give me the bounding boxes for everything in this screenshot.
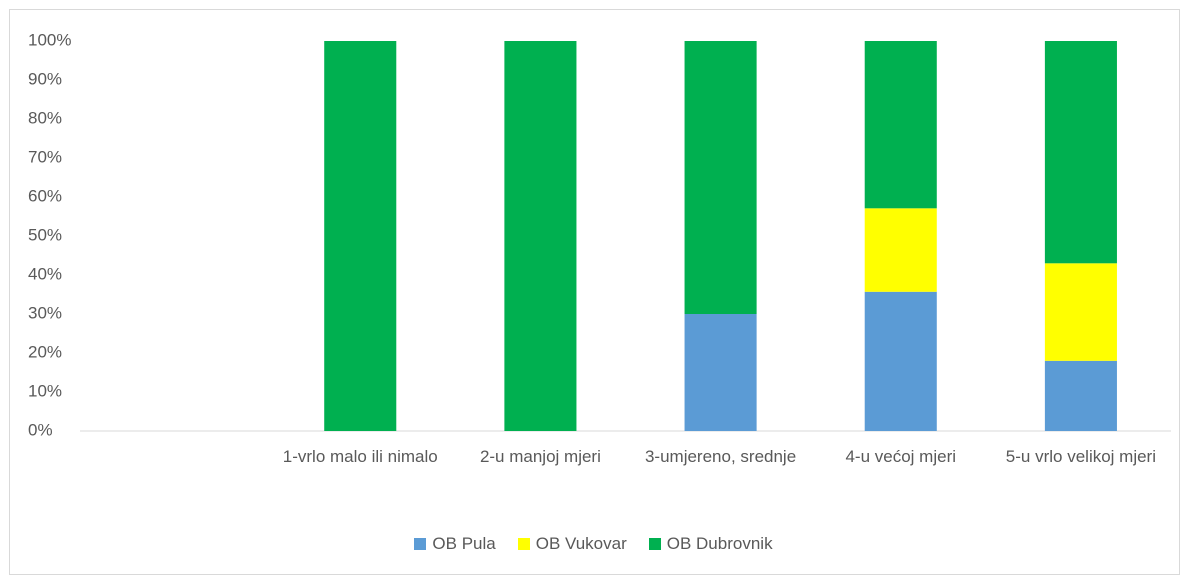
y-tick-label: 10% xyxy=(28,381,62,400)
y-tick-label: 0% xyxy=(28,420,53,439)
bar-segment xyxy=(864,208,937,292)
x-tick-label: 5-u vrlo velikoj mjeri xyxy=(1005,447,1156,466)
legend-item: OB Pula xyxy=(414,534,496,554)
legend-item: OB Vukovar xyxy=(517,534,627,554)
y-tick-label: 60% xyxy=(28,186,62,205)
bar-segment xyxy=(1044,41,1117,264)
y-tick-label: 70% xyxy=(28,147,62,166)
y-tick-label: 90% xyxy=(28,69,62,88)
y-tick-label: 80% xyxy=(28,108,62,127)
bar-segment xyxy=(1044,360,1117,431)
bar-segment xyxy=(684,41,757,314)
y-tick-label: 100% xyxy=(28,30,71,49)
bar-segment xyxy=(684,314,757,431)
legend-swatch xyxy=(517,538,530,550)
bar-segment xyxy=(864,41,937,209)
chart-frame xyxy=(9,9,1180,575)
legend-item: OB Dubrovnik xyxy=(648,534,773,554)
y-tick-label: 40% xyxy=(28,264,62,283)
x-tick-label: 3-umjereno, srednje xyxy=(644,447,797,466)
legend-label: OB Dubrovnik xyxy=(666,534,773,553)
bar-segment xyxy=(324,41,397,431)
legend-label: OB Pula xyxy=(432,534,496,553)
bar-segment xyxy=(864,291,937,431)
x-tick-label: 1-vrlo malo ili nimalo xyxy=(282,447,438,466)
bar-segment xyxy=(1044,263,1117,361)
legend-swatch xyxy=(414,538,427,550)
y-tick-label: 20% xyxy=(28,342,62,361)
x-tick-label: 4-u većoj mjeri xyxy=(845,447,957,466)
y-tick-label: 50% xyxy=(28,225,62,244)
y-tick-label: 30% xyxy=(28,303,62,322)
x-tick-label: 2-u manjoj mjeri xyxy=(479,447,601,466)
legend: OB Pula OB Vukovar OB Dubrovnik xyxy=(0,534,1187,554)
legend-label: OB Vukovar xyxy=(535,534,627,553)
bar-segment xyxy=(504,41,577,431)
legend-swatch xyxy=(648,538,661,550)
